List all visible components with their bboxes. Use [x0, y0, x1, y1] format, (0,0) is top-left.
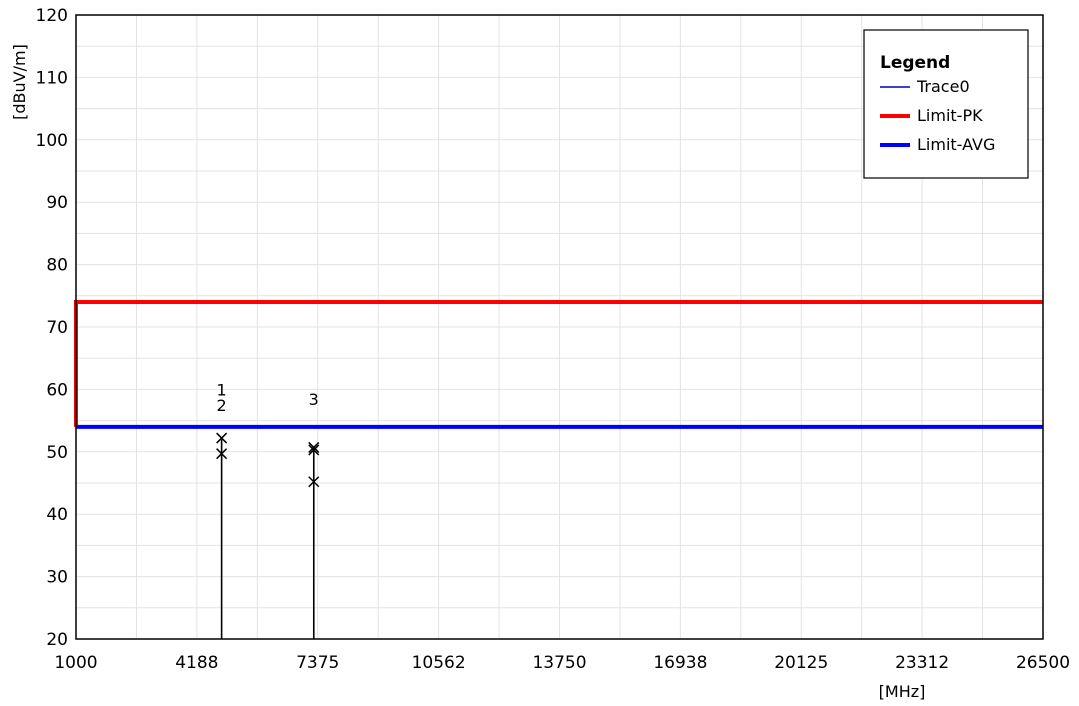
marker-cross	[216, 432, 228, 444]
y-tick-label: 90	[46, 193, 68, 213]
legend-entry: Trace0	[916, 77, 970, 96]
grid-lines	[76, 15, 1043, 639]
y-tick-label: 60	[46, 380, 68, 400]
markers-layer: 12 3	[216, 381, 320, 488]
marker-x4	[308, 476, 320, 488]
y-tick-labels: 20 30 40 50 60 70 80 90 100 110 120	[36, 6, 68, 650]
legend: Legend Trace0 Limit-PK Limit-AVG	[863, 29, 1029, 179]
marker-1: 1	[216, 381, 228, 444]
marker-cross	[216, 448, 228, 460]
y-tick-label: 20	[46, 630, 68, 650]
marker-3: 3	[308, 390, 320, 453]
x-tick-label: 13750	[532, 653, 586, 673]
marker-cross	[308, 476, 320, 488]
y-tick-label: 50	[46, 443, 68, 463]
y-tick-label: 80	[46, 256, 68, 276]
x-tick-label: 26500	[1016, 653, 1070, 673]
marker-label: 1	[217, 381, 227, 400]
y-tick-label: 30	[46, 568, 68, 588]
x-tick-label: 23312	[895, 653, 949, 673]
marker-x3	[308, 444, 320, 456]
legend-items: Trace0 Limit-PK Limit-AVG	[880, 77, 995, 154]
y-tick-label: 70	[46, 318, 68, 338]
x-tick-label: 10562	[412, 653, 466, 673]
x-tick-label: 20125	[774, 653, 828, 673]
y-axis-label: [dBuV/m]	[10, 44, 29, 120]
x-tick-label: 1000	[54, 653, 97, 673]
x-tick-label: 7375	[296, 653, 339, 673]
legend-title: Legend	[880, 53, 950, 73]
y-tick-label: 110	[36, 68, 68, 88]
marker-label: 2	[217, 396, 227, 415]
marker-label: 3	[309, 390, 319, 409]
plot-border	[75, 14, 1044, 640]
marker-cross	[308, 444, 320, 456]
x-axis-label: [MHz]	[879, 682, 926, 701]
marker-2: 2	[216, 396, 228, 460]
x-tick-labels: 1000 4188 7375 10562 13750 16938 20125 23312 265…	[54, 653, 1070, 673]
legend-entry: Limit-PK	[917, 106, 983, 125]
y-tick-label: 100	[36, 131, 68, 151]
y-tick-label: 40	[46, 505, 68, 525]
marker-cross	[308, 441, 320, 453]
legend-box	[863, 29, 1029, 179]
legend-entry: Limit-AVG	[917, 135, 995, 154]
y-tick-label: 120	[36, 6, 68, 26]
x-tick-label: 4188	[175, 653, 218, 673]
x-tick-label: 16938	[653, 653, 707, 673]
